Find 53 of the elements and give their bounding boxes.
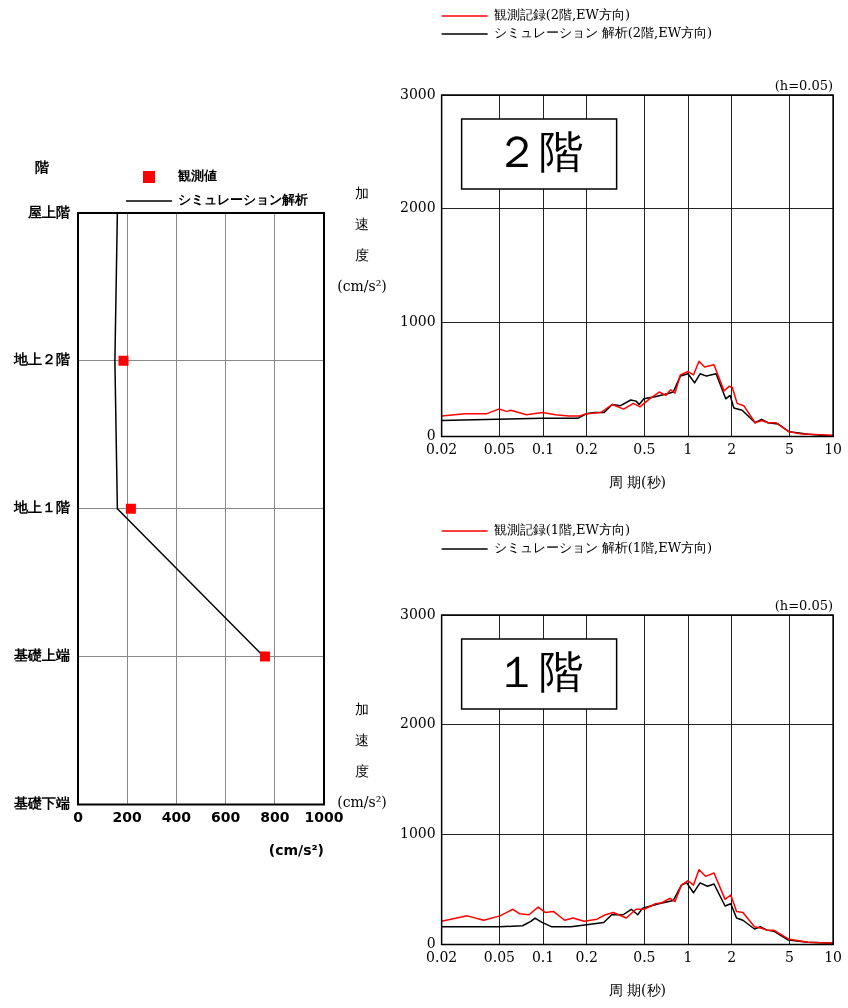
x-tick-label: 1000 [304,809,344,826]
x-tick-label: 0.05 [483,949,515,966]
x-tick-label: 0.1 [531,441,555,458]
text: (h=0.05) [774,77,834,93]
x-tick-label: 0.2 [575,441,598,458]
legend-label: シミュレーション 解析(2階,EW方向) [493,25,713,41]
x-tick-label: 0.05 [483,441,515,458]
x-tick-label: 0.5 [633,441,656,458]
y-tick-label: 2000 [399,199,436,216]
y-tick-label: 基礎上端 [13,647,70,664]
y-tick-label: 1000 [399,825,436,842]
x-tick-label: 400 [161,809,192,826]
x-axis-title: 周 期(秒) [608,474,667,491]
legend-label: シミュレーション解析 [178,192,308,208]
y-tick-label: 地上２階 [13,351,71,368]
x-axis-title: (cm/s²) [268,842,324,859]
legend-label: 観測記録(1階,EW方向) [493,522,631,538]
x-tick-label: 10 [824,441,843,458]
y-tick-label: 2000 [399,715,436,732]
legend-label: 観測記録(2階,EW方向) [493,7,631,23]
y-tick-label: 0 [426,935,436,952]
x-tick-label: 0.2 [575,949,598,966]
x-tick-label: 2 [727,441,737,458]
x-tick-label: 600 [210,809,241,826]
x-tick-label: 1 [683,949,693,966]
x-tick-label: 5 [784,441,794,458]
x-tick-label: 0.5 [633,949,656,966]
x-axis-title: 周 期(秒) [608,982,667,999]
x-tick-label: 5 [784,949,794,966]
y-tick-label: 屋上階 [27,203,71,220]
text: (h=0.05) [774,597,834,613]
annotation: ２階 [495,126,584,178]
legend-label: 観測値 [177,168,217,184]
x-tick-label: 0 [73,809,84,826]
annotation: １階 [495,646,584,698]
y-tick-label: 基礎下端 [13,795,70,812]
x-tick-label: 0.02 [426,441,458,458]
y-tick-label: 1000 [399,313,436,330]
y-tick-label: 3000 [399,605,436,622]
x-tick-label: 1 [683,441,693,458]
y-tick-label: 地上１階 [13,499,71,516]
y-axis-title: 加速度(cm/s²) [337,701,387,811]
y-axis-title: 階 [35,158,50,175]
legend-label: シミュレーション 解析(1階,EW方向) [493,540,713,556]
y-tick-label: 3000 [399,85,436,102]
y-axis-title: 加速度(cm/s²) [337,184,387,294]
x-tick-label: 2 [727,949,737,966]
x-tick-label: 0.1 [531,949,555,966]
x-tick-label: 0.02 [426,949,458,966]
x-tick-label: 10 [824,949,843,966]
y-tick-label: 0 [426,427,436,444]
x-tick-label: 800 [260,809,290,826]
x-tick-label: 200 [112,809,143,826]
